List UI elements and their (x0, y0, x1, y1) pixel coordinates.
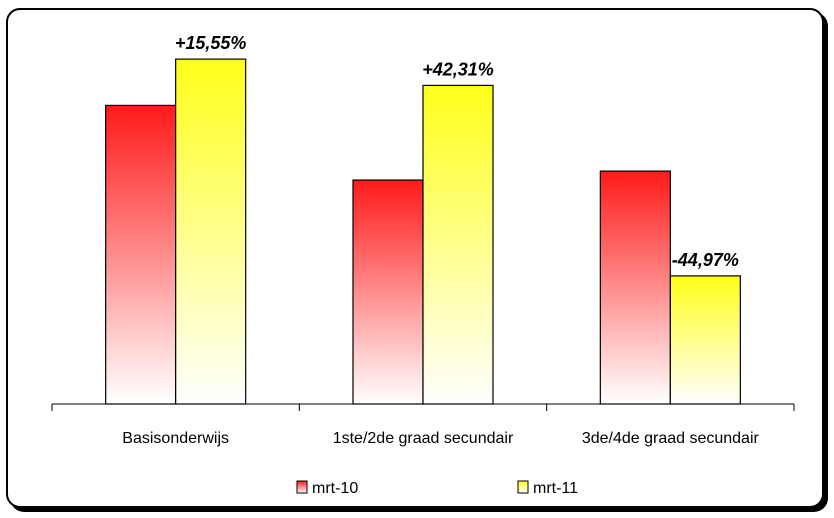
x-tick-label-3: 3de/4de graad secundair (582, 430, 760, 447)
legend-label-mrt-10: mrt-10 (312, 480, 358, 497)
bar-mrt-11-2 (422, 84, 494, 405)
bar-mrt-10-1 (105, 104, 177, 405)
x-tick-label-2: 1ste/2de graad secundair (333, 430, 514, 447)
bars-group (105, 58, 741, 405)
bar-chart: Basisonderwijs 1ste/2de graad secundair 3d… (51, 33, 795, 497)
bar-mrt-11-3 (669, 275, 741, 405)
bar-mrt-10-3 (599, 170, 671, 405)
data-label-2: +42,31% (422, 59, 494, 79)
legend-label-mrt-11: mrt-11 (533, 480, 578, 497)
x-axis: Basisonderwijs 1ste/2de graad secundair 3d… (51, 403, 795, 447)
x-tick-label-1: Basisonderwijs (122, 430, 229, 447)
legend-swatch-mrt-10 (296, 480, 308, 494)
data-labels-group: +15,55% +42,31% -44,97% (175, 33, 739, 270)
data-label-3: -44,97% (672, 250, 739, 270)
chart-frame: Basisonderwijs 1ste/2de graad secundair 3d… (6, 8, 824, 508)
data-label-1: +15,55% (175, 33, 247, 53)
bar-mrt-10-2 (352, 179, 424, 405)
legend: mrt-10 mrt-11 (296, 480, 578, 497)
legend-swatch-mrt-11 (517, 480, 529, 494)
bar-mrt-11-1 (175, 58, 247, 405)
